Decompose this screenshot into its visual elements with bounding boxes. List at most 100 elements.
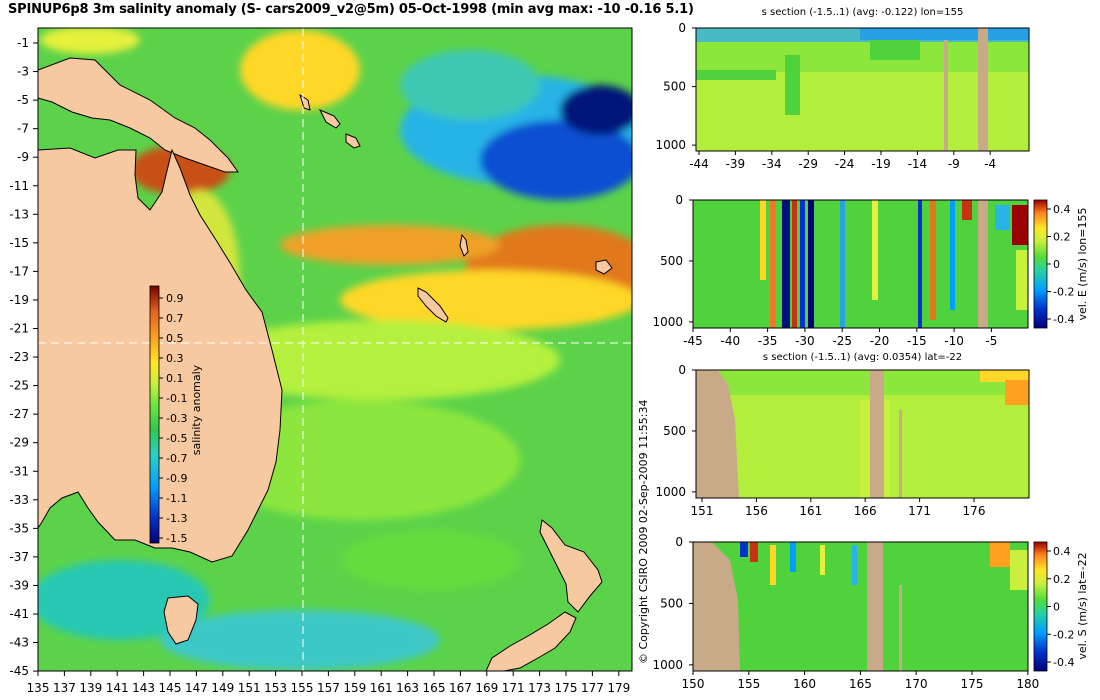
map-colorbar bbox=[149, 285, 160, 544]
colorbar-tick-label: 0.2 bbox=[1053, 573, 1071, 586]
map-lon-ticks: 135 137 139 141 143 145 147 149 151 153 155 157 159 1… bbox=[27, 671, 630, 695]
lat-tick-label: -21 bbox=[9, 322, 29, 336]
vanuatu bbox=[459, 233, 469, 257]
panel-velocity-south-lat-22: 150 155 160 165 170 175 180 0 500 1000 0.4 0.2 0 -0… bbox=[652, 535, 1089, 691]
colorbar-tick-label: -1.3 bbox=[166, 512, 187, 525]
map-frame bbox=[37, 27, 633, 672]
lat-tick-label: -23 bbox=[9, 350, 29, 364]
colorbar-tick-label: 0.2 bbox=[1053, 231, 1071, 244]
colorbar-tick-label: 0.1 bbox=[166, 372, 184, 385]
x-tick-label: 165 bbox=[849, 677, 872, 691]
new-caledonia bbox=[417, 287, 449, 323]
colorbar-tick-label: -0.7 bbox=[166, 452, 187, 465]
y-tick-label: 500 bbox=[660, 254, 683, 268]
lon-tick-label: 161 bbox=[370, 681, 393, 695]
panel-x-ticks: 150 155 160 165 170 175 180 bbox=[682, 671, 1039, 691]
x-tick-label: -9 bbox=[948, 157, 960, 171]
map-colorbar-ticks: 0.9 0.7 0.5 0.3 0.1 -0.1 -0.3 -0.5 -0.7 -0.9 -1.1 -… bbox=[159, 292, 187, 545]
x-tick-label: 175 bbox=[961, 677, 984, 691]
panel-y-ticks: 0 500 1000 bbox=[655, 363, 696, 499]
lat-tick-label: -41 bbox=[9, 607, 29, 621]
lon-tick-label: 179 bbox=[607, 681, 630, 695]
lat-tick-label: -43 bbox=[9, 636, 29, 650]
x-tick-label: 180 bbox=[1016, 677, 1039, 691]
lon-tick-label: 141 bbox=[106, 681, 129, 695]
lat-tick-label: -19 bbox=[9, 293, 29, 307]
y-tick-label: 0 bbox=[678, 363, 686, 377]
colorbar-tick-label: 0 bbox=[1053, 258, 1060, 271]
lat-tick-label: -17 bbox=[9, 264, 29, 278]
map-colorbar-label: salinity anomaly bbox=[190, 364, 203, 455]
lat-tick-label: -25 bbox=[9, 379, 29, 393]
lon-tick-label: 143 bbox=[132, 681, 155, 695]
y-tick-label: 0 bbox=[675, 535, 683, 549]
colorbar-tick-label: -0.2 bbox=[1053, 286, 1074, 299]
lat-tick-label: -3 bbox=[17, 65, 29, 79]
x-tick-label: -10 bbox=[944, 334, 964, 348]
landmasses bbox=[38, 57, 613, 671]
colorbar-tick-label: 0.3 bbox=[166, 352, 184, 365]
map-lat-ticks: -1 -3 -5 -7 -9 -11 -13 -15 -17 -19 -21 -23 -25 -27 -29… bbox=[9, 36, 38, 678]
lon-tick-label: 171 bbox=[502, 681, 525, 695]
australia bbox=[38, 147, 283, 563]
lon-tick-label: 137 bbox=[53, 681, 76, 695]
x-tick-label: -19 bbox=[871, 157, 891, 171]
colorbar-tick-label: -1.1 bbox=[166, 492, 187, 505]
panel-y-ticks: 0 500 1000 bbox=[652, 535, 693, 672]
x-tick-label: 170 bbox=[905, 677, 928, 691]
lon-tick-label: 169 bbox=[475, 681, 498, 695]
x-tick-label: -45 bbox=[683, 334, 703, 348]
panel-salinity-lon155: -44 -39 -34 -29 -24 -19 -14 -9 -4 0 500 1000 bbox=[655, 21, 1030, 171]
solomon-islands bbox=[318, 109, 341, 129]
lon-tick-label: 145 bbox=[159, 681, 182, 695]
colorbar-tick-label: 0 bbox=[1053, 601, 1060, 614]
panel-salinity-lat-22: 151 156 161 166 171 176 0 500 1000 bbox=[655, 363, 1030, 518]
lat-tick-label: -31 bbox=[9, 464, 29, 478]
salinity-anomaly-field bbox=[38, 28, 632, 670]
x-tick-label: -24 bbox=[835, 157, 855, 171]
lat-tick-label: -1 bbox=[17, 36, 29, 50]
colorbar-tick-label: -0.5 bbox=[166, 432, 187, 445]
colorbar-tick-label: 0.9 bbox=[166, 292, 184, 305]
x-tick-label: 160 bbox=[793, 677, 816, 691]
panel-y-ticks: 0 500 1000 bbox=[652, 193, 693, 329]
y-tick-label: 500 bbox=[660, 596, 683, 610]
lat-tick-label: -7 bbox=[17, 122, 29, 136]
colorbar-tick-label: -1.5 bbox=[166, 532, 187, 545]
x-tick-label: 176 bbox=[963, 504, 986, 518]
colorbar-tick-label: 0.4 bbox=[1053, 545, 1071, 558]
figure-title: SPINUP6p8 3m salinity anomaly (S- cars20… bbox=[8, 2, 694, 17]
tasmania bbox=[163, 595, 199, 645]
lon-tick-label: 167 bbox=[449, 681, 472, 695]
map-plot-area bbox=[38, 28, 632, 671]
new-zealand-north bbox=[539, 519, 603, 613]
lat-tick-label: -45 bbox=[9, 664, 29, 678]
y-tick-label: 1000 bbox=[655, 485, 686, 499]
panel-x-ticks: -44 -39 -34 -29 -24 -19 -14 -9 -4 bbox=[689, 151, 996, 171]
velocity-colorbar-ticks: 0.4 0.2 0 -0.2 -0.4 bbox=[1047, 203, 1074, 326]
colorbar-tick-label: -0.4 bbox=[1053, 313, 1074, 326]
x-tick-label: -15 bbox=[907, 334, 927, 348]
x-tick-label: -14 bbox=[908, 157, 928, 171]
velocity-colorbar-label: vel. S (m/s) lat=-22 bbox=[1076, 552, 1089, 659]
lon-tick-label: 139 bbox=[79, 681, 102, 695]
x-tick-label: -39 bbox=[726, 157, 746, 171]
colorbar-tick-label: -0.4 bbox=[1053, 656, 1074, 669]
x-tick-label: 171 bbox=[908, 504, 931, 518]
x-tick-label: -30 bbox=[795, 334, 815, 348]
panel-title: s section (-1.5..1) (avg: 0.0354) lat=-2… bbox=[762, 352, 963, 363]
panel-x-ticks: 151 156 161 166 171 176 bbox=[691, 498, 986, 518]
velocity-colorbar-ticks: 0.4 0.2 0 -0.2 -0.4 bbox=[1047, 545, 1074, 669]
colorbar-tick-label: -0.3 bbox=[166, 412, 187, 425]
x-tick-label: -4 bbox=[984, 157, 996, 171]
x-tick-label: 150 bbox=[682, 677, 705, 691]
colorbar-tick-label: 0.4 bbox=[1053, 203, 1071, 216]
panel-x-ticks: -45 -40 -35 -30 -25 -20 -15 -10 -5 bbox=[683, 328, 997, 348]
x-tick-label: -40 bbox=[720, 334, 740, 348]
x-tick-label: 166 bbox=[854, 504, 877, 518]
x-tick-label: 155 bbox=[737, 677, 760, 691]
lat-tick-label: -9 bbox=[17, 150, 29, 164]
new-zealand-south bbox=[485, 611, 577, 671]
